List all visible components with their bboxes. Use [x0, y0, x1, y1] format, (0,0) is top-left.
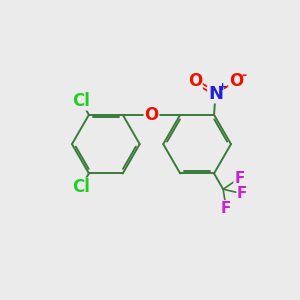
Text: F: F	[237, 186, 247, 201]
Text: -: -	[242, 69, 247, 82]
Text: +: +	[218, 82, 227, 92]
Text: F: F	[221, 201, 231, 216]
Text: Cl: Cl	[72, 92, 90, 110]
Text: O: O	[229, 72, 243, 90]
Text: Cl: Cl	[72, 178, 90, 196]
Text: O: O	[188, 72, 202, 90]
Text: O: O	[144, 106, 159, 124]
Text: F: F	[234, 171, 244, 186]
Text: N: N	[208, 85, 223, 103]
